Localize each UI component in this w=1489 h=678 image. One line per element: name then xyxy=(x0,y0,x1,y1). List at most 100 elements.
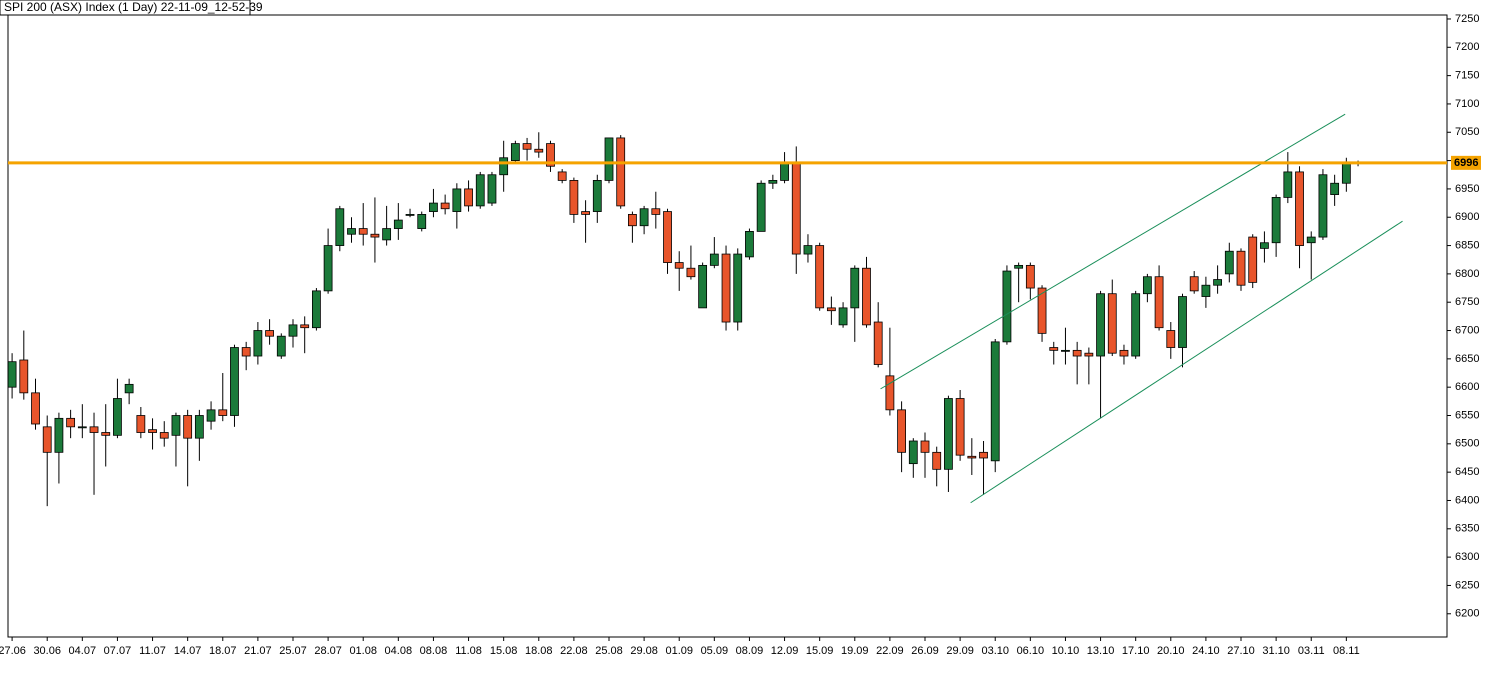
candle-body xyxy=(663,211,672,263)
y-tick-label: 6550 xyxy=(1455,409,1479,421)
candle-body xyxy=(487,174,497,204)
candle-body xyxy=(1107,293,1117,354)
y-tick-label: 6200 xyxy=(1455,608,1479,620)
level-label-bg xyxy=(1451,155,1481,170)
x-tick-label: 12.09 xyxy=(771,645,799,657)
trend-line xyxy=(880,113,1346,390)
x-tick-label: 22.09 xyxy=(876,645,904,657)
candle-body xyxy=(908,440,918,465)
candle-body xyxy=(1084,352,1094,357)
candle-body xyxy=(77,426,87,429)
candle-body xyxy=(499,157,509,176)
candle-body xyxy=(1049,347,1059,351)
x-tick-label: 18.07 xyxy=(209,645,237,657)
candle-body xyxy=(1178,296,1187,348)
x-tick-label: 22.08 xyxy=(560,645,588,657)
candle-body xyxy=(815,245,825,309)
x-tick-label: 11.08 xyxy=(455,645,482,657)
x-tick-label: 18.08 xyxy=(525,645,553,657)
x-tick-label: 29.09 xyxy=(946,645,974,657)
candle-body xyxy=(1154,276,1164,329)
candle-body xyxy=(674,262,684,269)
candle-body xyxy=(920,440,930,453)
candle-body xyxy=(230,347,239,416)
candle-body xyxy=(592,180,602,212)
x-tick-label: 08.11 xyxy=(1333,645,1360,657)
x-tick-label: 15.09 xyxy=(806,645,834,657)
x-tick-label: 20.10 xyxy=(1157,645,1185,657)
candle-body xyxy=(1037,287,1047,334)
candle-body xyxy=(651,208,661,215)
candle-body xyxy=(604,137,614,181)
x-tick-label: 05.09 xyxy=(701,645,729,657)
y-tick-label: 6400 xyxy=(1455,494,1479,506)
candle-body xyxy=(546,143,555,167)
x-tick-label: 13.10 xyxy=(1087,645,1115,657)
chart-title: SPI 200 (ASX) Index (1 Day) 22-11-09_12-… xyxy=(4,0,263,14)
candle-body xyxy=(265,330,274,337)
x-tick-label: 08.09 xyxy=(736,645,764,657)
candle-body xyxy=(745,230,754,258)
candle-body xyxy=(1142,276,1152,295)
candle-body xyxy=(276,335,286,357)
candle-body xyxy=(709,253,719,266)
x-tick-label: 15.08 xyxy=(490,645,518,657)
candle-body xyxy=(393,219,403,229)
candle-body xyxy=(838,307,848,326)
candle-body xyxy=(159,432,169,439)
candle-body xyxy=(803,245,813,255)
candle-body xyxy=(347,228,356,235)
y-tick-label: 6250 xyxy=(1455,579,1479,591)
x-tick-label: 26.09 xyxy=(911,645,939,657)
candle-body xyxy=(616,137,626,207)
y-tick-label: 6350 xyxy=(1455,523,1479,535)
candle-body xyxy=(300,324,310,329)
candle-body xyxy=(897,409,906,453)
candle-body xyxy=(1166,330,1176,348)
x-tick-label: 06.10 xyxy=(1017,645,1045,657)
y-tick-label: 7150 xyxy=(1455,70,1479,82)
level-label: 6996 xyxy=(1454,157,1478,169)
x-tick-label: 27.06 xyxy=(0,645,26,657)
x-tick-label: 04.08 xyxy=(385,645,413,657)
candle-body xyxy=(113,398,122,436)
candle-body xyxy=(1260,242,1269,249)
candle-body xyxy=(417,214,427,229)
candle-body xyxy=(780,163,789,181)
candle-body xyxy=(862,267,871,326)
candle-body xyxy=(440,202,450,210)
candle-body xyxy=(124,383,134,394)
candle-body xyxy=(1189,276,1199,292)
candle-body xyxy=(335,208,345,246)
x-tick-label: 21.07 xyxy=(244,645,272,657)
candle-body xyxy=(7,361,17,388)
x-tick-label: 17.10 xyxy=(1122,645,1150,657)
candle-body xyxy=(967,455,977,459)
candle-body xyxy=(826,307,836,312)
candle-body xyxy=(1213,279,1223,286)
candle-body xyxy=(323,245,333,292)
candle-body xyxy=(873,321,883,365)
candle-body xyxy=(557,171,567,181)
candle-body xyxy=(522,143,532,150)
x-tick-label: 19.09 xyxy=(841,645,869,657)
x-tick-label: 08.08 xyxy=(420,645,448,657)
candle-body xyxy=(370,233,380,238)
candle-body xyxy=(54,417,64,453)
candle-body xyxy=(1061,349,1070,352)
x-tick-label: 28.07 xyxy=(314,645,342,657)
x-tick-label: 01.08 xyxy=(349,645,377,657)
x-tick-label: 11.07 xyxy=(139,645,166,657)
candle-body xyxy=(1318,174,1328,238)
y-tick-label: 7250 xyxy=(1455,13,1479,25)
x-tick-label: 14.07 xyxy=(174,645,202,657)
candle-body xyxy=(1295,171,1304,246)
candle-body xyxy=(932,451,942,470)
candle-body xyxy=(850,267,860,309)
candle-body xyxy=(990,341,1000,462)
candle-body xyxy=(101,432,111,436)
candle-body xyxy=(628,214,637,227)
candle-body xyxy=(194,415,204,439)
candle-body xyxy=(429,202,438,212)
candle-body xyxy=(1224,250,1234,275)
